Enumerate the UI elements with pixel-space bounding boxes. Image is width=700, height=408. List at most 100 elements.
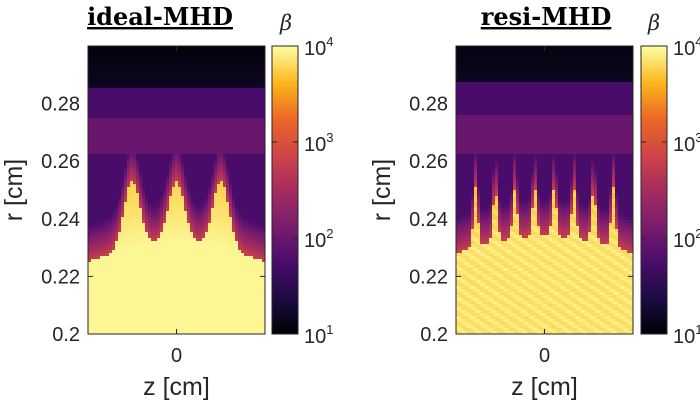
heatmap-cell — [187, 181, 191, 185]
heatmap-cell — [139, 178, 143, 182]
heatmap-cell — [100, 52, 104, 56]
heatmap-cell — [88, 262, 92, 266]
heatmap-cell — [109, 247, 113, 251]
heatmap-cell — [241, 193, 245, 197]
heatmap-cell — [229, 130, 233, 134]
heatmap-cell — [211, 124, 215, 128]
heatmap-cell — [91, 274, 95, 278]
heatmap-cell — [94, 250, 98, 254]
heatmap-cell — [175, 55, 179, 59]
heatmap-cell — [151, 313, 155, 317]
heatmap-cell — [145, 142, 149, 146]
heatmap-cell — [118, 313, 122, 317]
heatmap-cell — [190, 91, 194, 95]
heatmap-cell — [175, 265, 179, 269]
heatmap-cell — [220, 316, 224, 320]
heatmap-cell — [196, 328, 200, 332]
heatmap-cell — [238, 277, 242, 281]
heatmap-cell — [163, 316, 167, 320]
heatmap-cell — [178, 178, 182, 182]
heatmap-cell — [133, 205, 137, 209]
heatmap-cell — [127, 55, 131, 59]
heatmap-cell — [154, 250, 158, 254]
heatmap-cell — [235, 244, 239, 248]
heatmap-cell — [136, 70, 140, 74]
heatmap-cell — [145, 163, 149, 167]
heatmap-cell — [115, 319, 119, 323]
heatmap-cell — [145, 85, 149, 89]
heatmap-cell — [148, 235, 152, 239]
heatmap-cell — [193, 106, 197, 110]
heatmap-cell — [97, 106, 101, 110]
heatmap-cell — [127, 241, 131, 245]
heatmap-cell — [169, 172, 173, 176]
heatmap-cell — [208, 61, 212, 65]
heatmap-cell — [97, 196, 101, 200]
heatmap-cell — [142, 190, 146, 194]
heatmap-cell — [211, 292, 215, 296]
heatmap-cell — [226, 172, 230, 176]
heatmap-cell — [211, 277, 215, 281]
heatmap-cell — [94, 238, 98, 242]
heatmap-cell — [136, 52, 140, 56]
heatmap-cell — [241, 136, 245, 140]
heatmap-cell — [184, 166, 188, 170]
heatmap-cell — [214, 52, 218, 56]
heatmap-cell — [223, 226, 227, 230]
heatmap-cell — [145, 133, 149, 137]
heatmap-cell — [241, 58, 245, 62]
heatmap-cell — [208, 319, 212, 323]
heatmap-cell — [106, 103, 110, 107]
heatmap-cell — [124, 136, 128, 140]
heatmap-cell — [205, 73, 209, 77]
heatmap-cell — [103, 244, 107, 248]
heatmap-cell — [196, 76, 200, 80]
heatmap-cell — [238, 199, 242, 203]
heatmap-cell — [181, 67, 185, 71]
heatmap-cell — [229, 73, 233, 77]
heatmap-cell — [130, 133, 134, 137]
heatmap-cell — [166, 64, 170, 68]
heatmap-cell — [139, 136, 143, 140]
heatmap-cell — [94, 214, 98, 218]
heatmap-cell — [172, 295, 176, 299]
heatmap-cell — [190, 223, 194, 227]
heatmap-cell — [91, 310, 95, 314]
heatmap-cell — [94, 298, 98, 302]
heatmap-cell — [106, 112, 110, 116]
heatmap-cell — [103, 313, 107, 317]
heatmap-cell — [112, 268, 116, 272]
heatmap-cell — [154, 160, 158, 164]
heatmap-cell — [175, 85, 179, 89]
heatmap-cell — [124, 280, 128, 284]
heatmap-cell — [142, 58, 146, 62]
heatmap-cell — [223, 295, 227, 299]
heatmap-cell — [97, 136, 101, 140]
heatmap-cell — [220, 118, 224, 122]
heatmap-cell — [127, 187, 131, 191]
heatmap-cell — [109, 106, 113, 110]
heatmap-cell — [157, 205, 161, 209]
heatmap-cell — [115, 241, 119, 245]
heatmap-cell — [199, 169, 203, 173]
heatmap-cell — [217, 85, 221, 89]
heatmap-cell — [97, 331, 101, 335]
heatmap-cell — [211, 229, 215, 233]
heatmap-cell — [94, 289, 98, 293]
heatmap-cell — [94, 118, 98, 122]
heatmap-cell — [178, 88, 182, 92]
heatmap-cell — [100, 172, 104, 176]
heatmap-cell — [202, 61, 206, 65]
heatmap-cell — [127, 196, 131, 200]
heatmap-cell — [115, 238, 119, 242]
heatmap-cell — [190, 256, 194, 260]
heatmap-cell — [169, 142, 173, 146]
heatmap-cell — [136, 148, 140, 152]
heatmap-cell — [190, 142, 194, 146]
heatmap-cell — [109, 73, 113, 77]
heatmap-cell — [118, 106, 122, 110]
heatmap-cell — [175, 292, 179, 296]
heatmap-cell — [202, 91, 206, 95]
heatmap-cell — [91, 70, 95, 74]
heatmap-cell — [109, 295, 113, 299]
